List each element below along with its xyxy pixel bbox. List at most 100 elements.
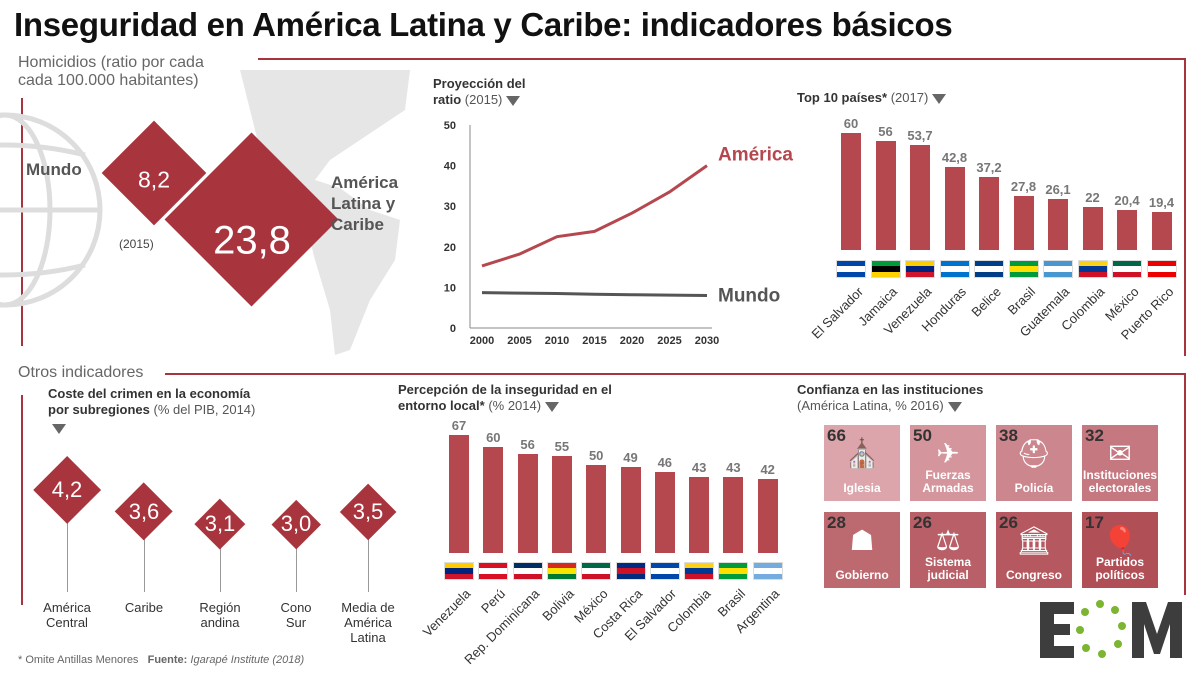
trust-label-line: Fuerzas bbox=[925, 468, 971, 482]
page-title: Inseguridad en América Latina y Caribe: … bbox=[14, 6, 953, 43]
bar bbox=[1013, 195, 1034, 250]
bar-value-label: 37,2 bbox=[976, 160, 1002, 176]
region-label-line: América bbox=[331, 173, 399, 192]
category-label: Honduras bbox=[918, 284, 970, 335]
trust-label: Sistema judicial bbox=[910, 556, 986, 582]
diamond-value: 4,2 bbox=[51, 477, 83, 502]
category-label-line: Cono bbox=[280, 600, 312, 615]
divider bbox=[165, 373, 1186, 375]
flag-stripe bbox=[906, 271, 934, 277]
homicides-section-title: Homicidios (ratio por cada cada 100.000 … bbox=[18, 54, 204, 90]
trust-label-line: Iglesia bbox=[843, 481, 881, 495]
bar-value-label: 27,8 bbox=[1010, 178, 1037, 194]
category-label: Colombia bbox=[664, 586, 714, 636]
connector-line bbox=[144, 512, 145, 592]
flag-stripe bbox=[582, 568, 611, 574]
flag-stripe bbox=[1113, 261, 1141, 267]
trust-value: 28 bbox=[827, 513, 846, 532]
flag-icon bbox=[615, 562, 646, 580]
series-line-amrica bbox=[481, 164, 708, 268]
flag-stripe bbox=[871, 266, 900, 272]
trust-label: Gobierno bbox=[824, 569, 900, 582]
flag-icon bbox=[546, 562, 577, 580]
trust-label-line: judicial bbox=[927, 568, 969, 582]
perception-title-line: Percepción de la inseguridad en el bbox=[398, 382, 612, 397]
trust-label-line: Partidos bbox=[1095, 555, 1144, 569]
flag-icon bbox=[752, 562, 783, 580]
bar-value-label: 43 bbox=[726, 460, 741, 476]
x-tick-label: 2025 bbox=[657, 335, 681, 347]
bar bbox=[723, 477, 744, 553]
trust-value: 26 bbox=[999, 513, 1018, 532]
eom-logo-icon bbox=[1040, 600, 1182, 658]
bar-value-label: 20,4 bbox=[1114, 193, 1140, 209]
trust-title: Confianza en las instituciones (América … bbox=[797, 382, 983, 414]
bar bbox=[910, 145, 930, 250]
bar bbox=[551, 456, 572, 553]
bar bbox=[449, 435, 469, 553]
flag-stripe bbox=[1009, 271, 1038, 277]
wings-icon: ✈ bbox=[936, 438, 960, 469]
diamond-value: 3,5 bbox=[352, 499, 384, 524]
flag-icon bbox=[974, 260, 1004, 278]
category-label: Cono Sur bbox=[280, 600, 311, 630]
divider bbox=[21, 98, 23, 346]
y-tick-label: 30 bbox=[444, 201, 456, 213]
flag-icon bbox=[649, 562, 680, 580]
top10-title-text: Top 10 países* bbox=[797, 90, 888, 105]
category-label-line: Central bbox=[46, 615, 88, 630]
y-tick-label: 10 bbox=[444, 282, 456, 294]
flag-stripe bbox=[547, 568, 576, 574]
trust-label-line: Armadas bbox=[922, 481, 974, 495]
flag-icon bbox=[1146, 260, 1177, 278]
category-label: Costa Rica bbox=[589, 586, 646, 642]
category-label: Venezuela bbox=[881, 284, 935, 338]
trust-value: 17 bbox=[1085, 513, 1104, 532]
bar-value-label: 55 bbox=[554, 439, 570, 455]
flag-stripe bbox=[753, 563, 782, 569]
bar bbox=[875, 140, 896, 250]
flag-stripe bbox=[753, 568, 782, 574]
x-tick-label: 2020 bbox=[620, 335, 644, 347]
bar bbox=[1117, 210, 1137, 250]
bar-value-label: 60 bbox=[486, 430, 501, 446]
trust-label-line: electorales bbox=[1088, 481, 1152, 495]
flag-stripe bbox=[479, 568, 508, 574]
category-label-line: Media de bbox=[341, 600, 395, 615]
flag-icon bbox=[512, 562, 543, 580]
trust-label-line: Sistema bbox=[924, 555, 972, 569]
flag-stripe bbox=[871, 271, 900, 277]
gavel-icon: ⚖ bbox=[935, 525, 961, 556]
perception-title-note: (% 2014) bbox=[488, 398, 542, 413]
trust-label-line: Policía bbox=[1014, 481, 1054, 495]
police-cap-icon: ⛑ bbox=[1016, 438, 1052, 469]
trust-tile: ☗ 28 Gobierno bbox=[824, 512, 900, 588]
flag-stripe bbox=[906, 266, 934, 272]
bar bbox=[689, 477, 710, 553]
triangle-down-icon bbox=[932, 93, 947, 104]
category-label: El Salvador bbox=[621, 586, 680, 644]
flag-stripe bbox=[445, 568, 473, 574]
flag-stripe bbox=[975, 271, 1003, 277]
series-label: Mundo bbox=[718, 286, 780, 307]
flag-stripe bbox=[719, 563, 748, 569]
flag-stripe bbox=[975, 266, 1003, 272]
flag-stripe bbox=[547, 573, 576, 579]
flag-icon bbox=[1008, 260, 1039, 278]
diamond-value: 3,1 bbox=[204, 511, 236, 536]
category-label-line: Región bbox=[199, 600, 241, 615]
triangle-down-icon bbox=[52, 424, 66, 434]
diamond-value: 3,0 bbox=[280, 511, 312, 536]
globe-icon bbox=[0, 112, 103, 308]
triangle-down-icon bbox=[545, 401, 560, 412]
flag-stripe bbox=[513, 573, 542, 579]
flag-stripe bbox=[616, 568, 645, 574]
bar-value-label: 53,7 bbox=[907, 128, 933, 144]
flag-stripe bbox=[1044, 271, 1072, 277]
trust-label-line: Congreso bbox=[1005, 568, 1062, 582]
flag-stripe bbox=[1009, 261, 1038, 267]
flag-stripe bbox=[685, 568, 714, 574]
flag-stripe bbox=[513, 563, 542, 569]
flag-stripe bbox=[906, 261, 934, 267]
